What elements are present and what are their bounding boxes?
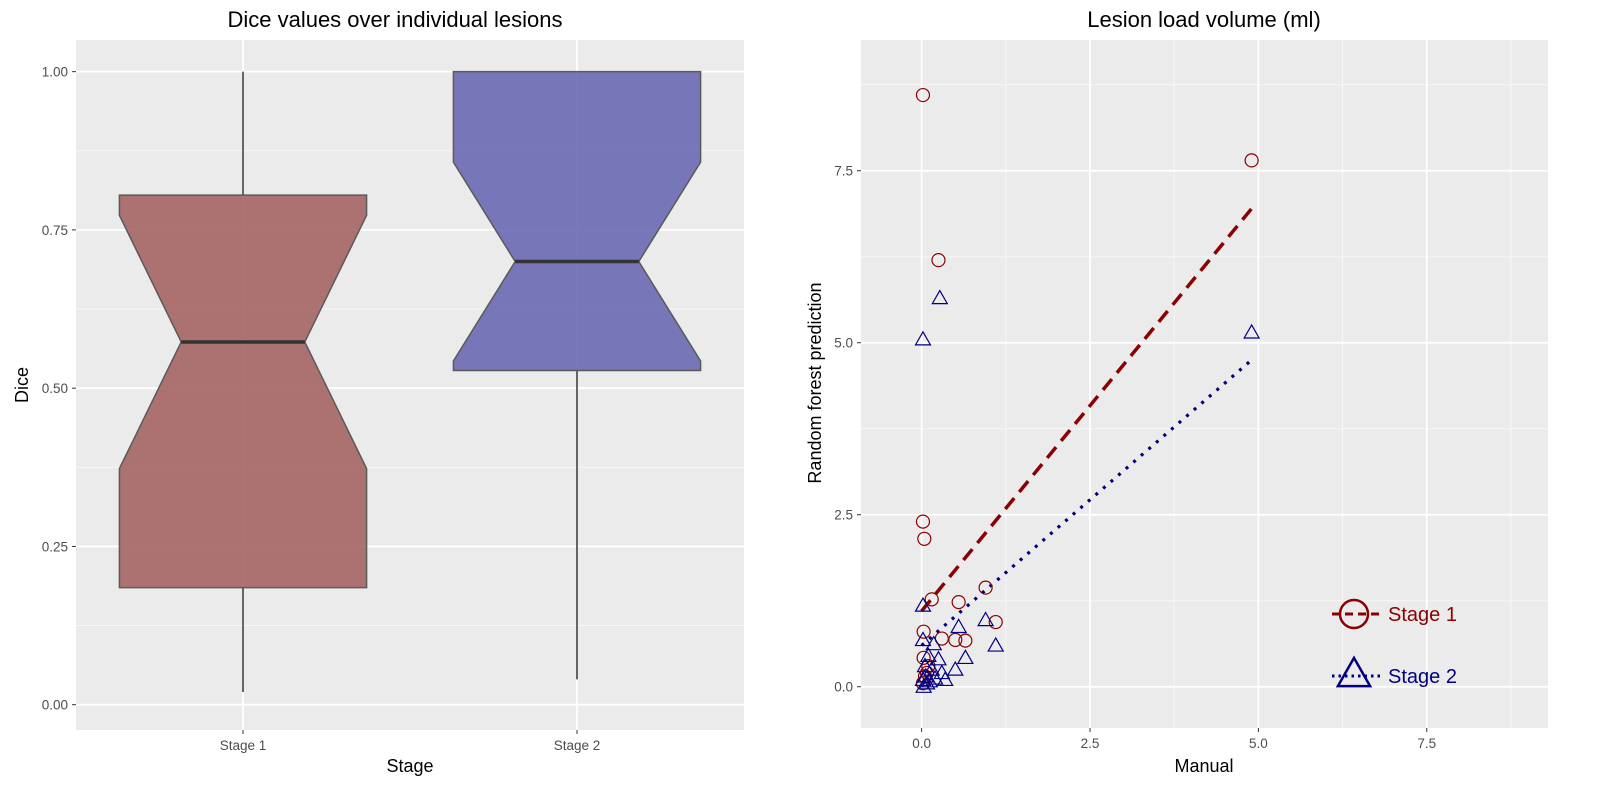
dice-boxplot: Dice values over individual lesions 0.00… <box>12 7 744 776</box>
point-stage-2 <box>914 596 932 612</box>
x-tick-label: Stage 1 <box>220 738 267 753</box>
point-stage-2 <box>915 678 933 693</box>
y-tick-label: 2.5 <box>834 508 853 523</box>
fit-lines <box>920 207 1254 647</box>
legend-label: Stage 2 <box>1388 666 1457 688</box>
point-stage-2 <box>914 330 932 346</box>
box-2 <box>452 70 702 680</box>
x-axis: 0.0 2.5 5.0 7.5 <box>912 728 1436 751</box>
legend-label: Stage 1 <box>1388 604 1457 626</box>
lesion-load-scatter: Lesion load volume (ml) 0.0 2.5 5.0 7.5 0.0… <box>805 7 1548 776</box>
x-tick-label: Stage 2 <box>554 738 601 753</box>
point-stage-2 <box>1335 655 1373 688</box>
chart-title: Dice values over individual lesions <box>227 7 562 32</box>
points <box>914 87 1261 693</box>
point-stage-2 <box>929 650 947 666</box>
point-stage-2 <box>926 669 944 685</box>
y-tick-label: 5.0 <box>834 336 853 351</box>
y-tick-label: 0.00 <box>42 698 68 713</box>
fit-line-stage-2 <box>920 358 1253 647</box>
x-tick-label: 2.5 <box>1081 736 1100 751</box>
x-axis-title: Stage <box>386 756 433 776</box>
point-stage-1 <box>916 650 931 665</box>
box-1 <box>118 71 368 693</box>
point-stage-1 <box>931 253 946 268</box>
point-stage-1 <box>988 614 1003 630</box>
point-stage-1 <box>951 594 966 610</box>
point-stage-1 <box>1244 153 1259 168</box>
point-stage-2 <box>987 636 1005 652</box>
y-axis-title: Dice <box>12 367 32 403</box>
point-stage-2 <box>936 671 954 687</box>
x-tick-label: 5.0 <box>1249 736 1268 751</box>
box-body <box>452 70 702 372</box>
point-stage-1 <box>958 633 973 648</box>
x-tick-label: 0.0 <box>912 736 931 751</box>
point-stage-2 <box>1243 323 1261 339</box>
point-stage-2 <box>919 647 937 662</box>
x-tick-label: 7.5 <box>1417 736 1436 751</box>
point-stage-1 <box>915 514 931 529</box>
y-axis-title: Random forest prediction <box>805 282 825 483</box>
point-stage-2 <box>925 635 943 651</box>
y-tick-label: 0.50 <box>42 381 68 396</box>
point-stage-2 <box>946 660 964 676</box>
legend: Stage 1 Stage 2 <box>1332 598 1457 688</box>
plot-background <box>861 40 1548 728</box>
point-stage-1 <box>915 87 931 103</box>
y-tick-label: 0.75 <box>42 223 68 238</box>
x-axis: Stage 1 Stage 2 <box>220 730 601 753</box>
point-stage-2 <box>956 649 974 665</box>
point-stage-1 <box>948 632 963 648</box>
point-stage-2 <box>931 289 949 305</box>
point-stage-2 <box>917 667 935 683</box>
y-tick-label: 0.0 <box>834 680 853 695</box>
grid <box>861 40 1548 728</box>
legend-item-stage-1: Stage 1 <box>1332 598 1457 630</box>
y-axis: 0.00 0.25 0.50 0.75 1.00 <box>42 65 76 713</box>
y-tick-label: 1.00 <box>42 65 68 80</box>
point-stage-1 <box>916 624 931 639</box>
point-stage-2 <box>950 618 968 634</box>
point-stage-2 <box>977 611 995 627</box>
box-body <box>118 194 368 589</box>
y-tick-label: 0.25 <box>42 539 68 554</box>
point-stage-2 <box>916 657 934 673</box>
point-stage-1 <box>917 531 932 546</box>
point-stage-1 <box>1338 598 1370 630</box>
point-stage-2 <box>923 660 941 676</box>
point-stage-1 <box>924 592 939 607</box>
y-axis: 0.0 2.5 5.0 7.5 <box>834 164 861 695</box>
x-axis-title: Manual <box>1174 756 1233 776</box>
y-tick-label: 7.5 <box>834 164 853 179</box>
boxes <box>118 70 702 693</box>
point-stage-2 <box>914 631 932 647</box>
legend-item-stage-2: Stage 2 <box>1332 655 1457 688</box>
point-stage-2 <box>921 672 939 688</box>
point-stage-1 <box>978 580 993 595</box>
chart-title: Lesion load volume (ml) <box>1087 7 1321 32</box>
